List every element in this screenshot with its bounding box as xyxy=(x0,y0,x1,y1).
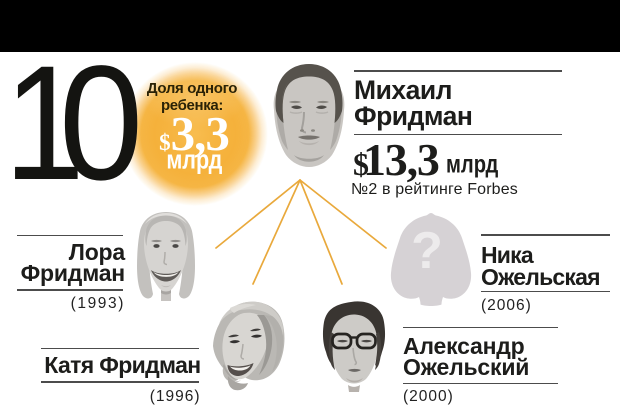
svg-text:?: ? xyxy=(411,222,443,280)
